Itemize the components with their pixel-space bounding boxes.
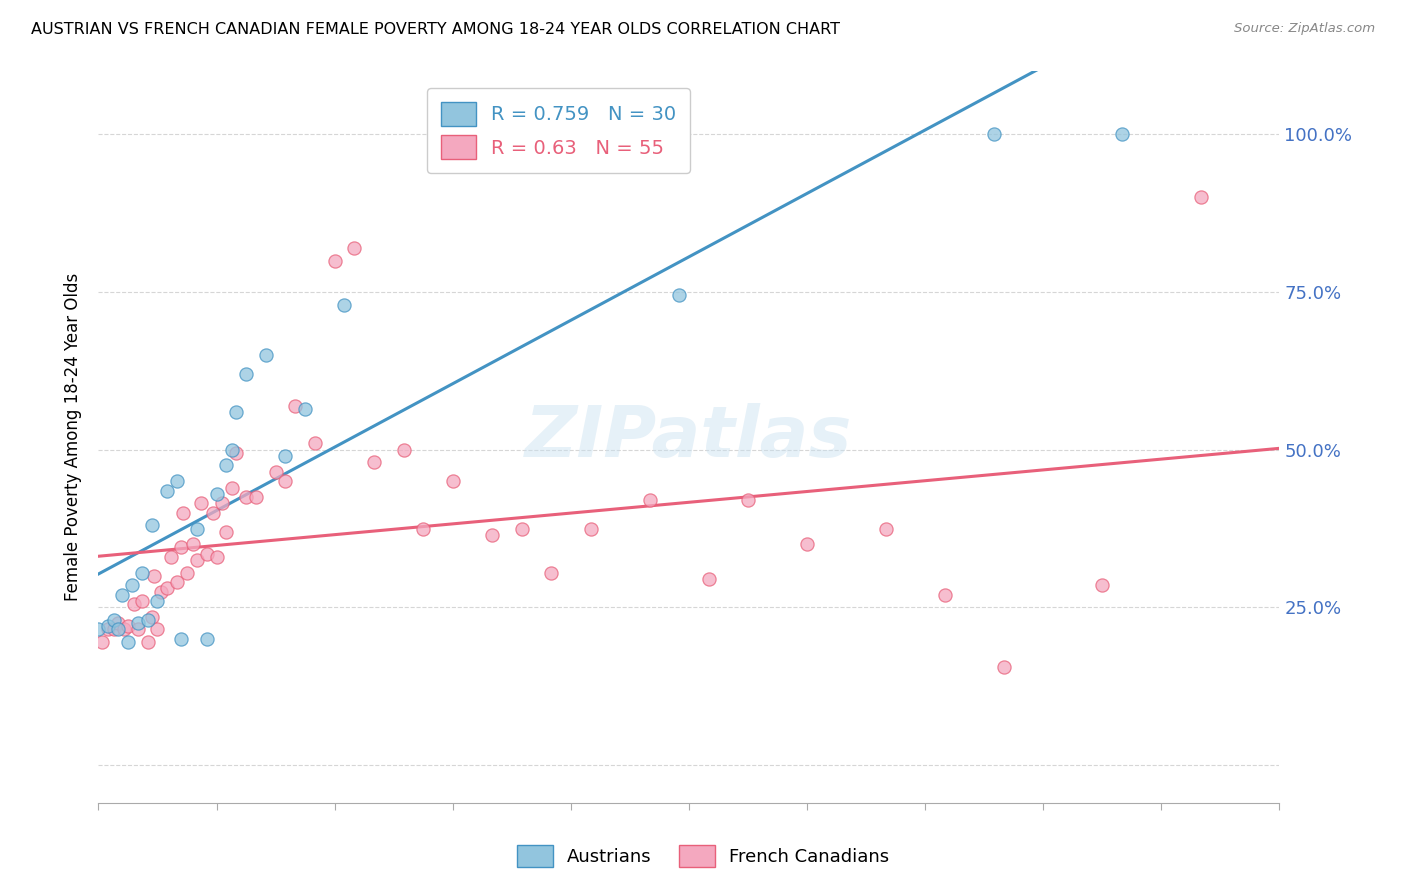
Point (156, 483, 179, 498)
Point (146, 594, 169, 608)
Point (107, 623, 129, 637)
Point (87, 623, 110, 637)
Point (181, 537, 204, 551)
Legend: Austrians, French Canadians: Austrians, French Canadians (509, 838, 897, 874)
Point (117, 619, 139, 633)
Y-axis label: Female Poverty Among 18-24 Year Olds: Female Poverty Among 18-24 Year Olds (65, 273, 83, 601)
Point (1091, 578, 1114, 592)
Point (294, 401, 316, 416)
Point (205, 487, 228, 501)
Point (235, 490, 257, 504)
Point (141, 609, 163, 624)
Point (796, 537, 818, 551)
Point (274, 474, 297, 488)
Point (131, 594, 153, 608)
Point (195, 547, 218, 561)
Point (186, 553, 208, 567)
Point (225, 446, 247, 460)
Point (264, 465, 287, 479)
Point (122, 597, 145, 611)
Point (142, 569, 165, 583)
Point (432, 128, 454, 142)
Legend: R = 0.759   N = 30, R = 0.63   N = 55: R = 0.759 N = 30, R = 0.63 N = 55 (427, 88, 690, 173)
Point (254, 348, 277, 362)
Point (284, 399, 307, 413)
Point (638, 493, 661, 508)
Point (170, 541, 193, 555)
Point (333, 298, 356, 312)
Point (205, 549, 228, 564)
Point (983, 128, 1005, 142)
Point (363, 455, 385, 469)
Point (481, 528, 503, 542)
Point (221, 481, 243, 495)
Point (190, 496, 212, 510)
Point (127, 623, 149, 637)
Point (668, 288, 690, 302)
Point (186, 521, 208, 535)
Point (343, 241, 366, 255)
Point (170, 632, 193, 646)
Point (211, 496, 233, 510)
Point (215, 458, 238, 473)
Point (111, 588, 134, 602)
Point (117, 635, 139, 649)
Point (107, 616, 129, 631)
Point (131, 566, 153, 580)
Point (441, 474, 464, 488)
Point (579, 521, 602, 535)
Point (136, 613, 159, 627)
Point (172, 506, 194, 520)
Point (176, 566, 198, 580)
Point (103, 623, 125, 637)
Point (97, 619, 120, 633)
Point (1189, 190, 1212, 204)
Point (934, 588, 956, 602)
Point (121, 578, 143, 592)
Point (1111, 128, 1133, 142)
Point (160, 549, 183, 564)
Point (127, 616, 149, 631)
Point (392, 442, 415, 457)
Text: AUSTRIAN VS FRENCH CANADIAN FEMALE POVERTY AMONG 18-24 YEAR OLDS CORRELATION CHA: AUSTRIAN VS FRENCH CANADIAN FEMALE POVER… (31, 22, 839, 37)
Point (245, 490, 267, 504)
Point (166, 474, 188, 488)
Point (150, 584, 173, 599)
Point (225, 405, 247, 419)
Text: ZIPatlas: ZIPatlas (526, 402, 852, 472)
Point (91, 635, 114, 649)
Point (141, 518, 163, 533)
Point (540, 566, 562, 580)
Point (112, 623, 135, 637)
Point (166, 575, 188, 590)
Point (875, 521, 897, 535)
Point (510, 521, 533, 535)
Point (412, 521, 434, 535)
Point (235, 367, 257, 381)
Point (274, 449, 297, 463)
Text: Source: ZipAtlas.com: Source: ZipAtlas.com (1234, 22, 1375, 36)
Point (221, 442, 243, 457)
Point (201, 506, 224, 520)
Point (195, 632, 218, 646)
Point (136, 635, 159, 649)
Point (103, 613, 125, 627)
Point (323, 253, 346, 268)
Point (215, 524, 238, 539)
Point (146, 623, 169, 637)
Point (97, 623, 120, 637)
Point (697, 572, 720, 586)
Point (737, 493, 759, 508)
Point (993, 660, 1015, 674)
Point (304, 436, 326, 450)
Point (156, 582, 179, 596)
